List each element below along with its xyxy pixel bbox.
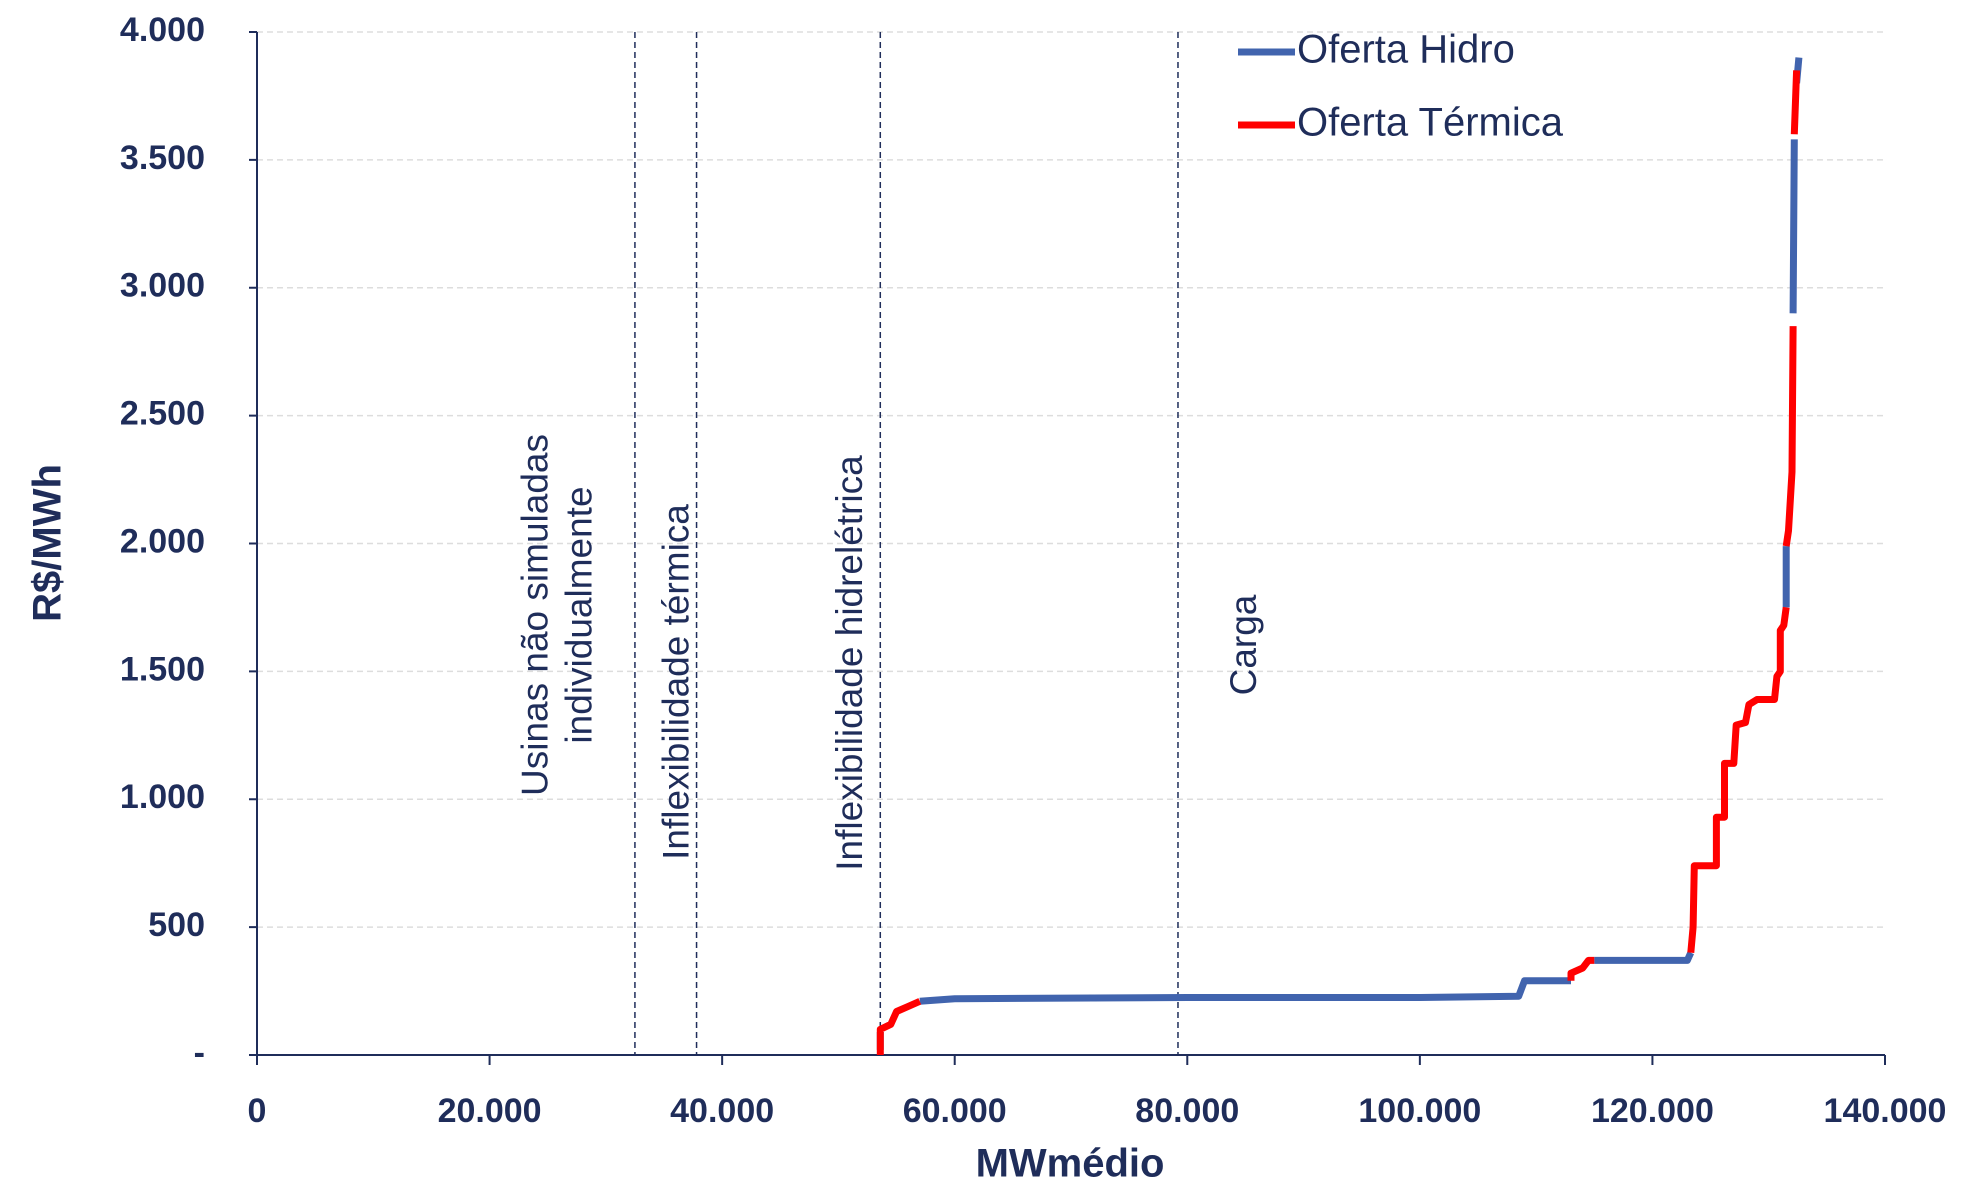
x-tick-label: 120.000 [1591, 1092, 1714, 1130]
legend-label: Oferta Hidro [1297, 28, 1515, 72]
x-tick-label: 40.000 [670, 1092, 774, 1130]
series-line [876, 70, 1801, 1055]
annotation-label: Inflexibilidade hidrelétrica [829, 455, 870, 871]
x-tick-label: 100.000 [1358, 1092, 1481, 1130]
x-tick-label: 20.000 [438, 1092, 542, 1130]
x-tick-label: 0 [248, 1092, 267, 1130]
x-axis-title: MWmédio [976, 1142, 1165, 1186]
y-tick-label: 500 [148, 906, 205, 944]
annotation-label: individualmente [559, 486, 600, 743]
annotation-label: Carga [1223, 594, 1264, 695]
y-tick-label: 1.500 [120, 650, 205, 688]
y-tick-label: - [194, 1034, 205, 1072]
y-tick-label: 2.500 [120, 395, 205, 433]
legend-label: Oferta Térmica [1297, 101, 1564, 145]
series-line [876, 57, 1803, 1050]
x-tick-label: 140.000 [1824, 1092, 1947, 1130]
annotation-label: Inflexibilidade térmica [655, 504, 696, 860]
y-tick-label: 3.000 [120, 267, 205, 305]
y-tick-label: 4.000 [120, 11, 205, 49]
x-tick-label: 80.000 [1135, 1092, 1239, 1130]
y-tick-label: 3.500 [120, 139, 205, 177]
y-tick-label: 2.000 [120, 522, 205, 560]
x-tick-label: 60.000 [903, 1092, 1007, 1130]
annotation-label: Usinas não simuladas [515, 434, 556, 796]
y-tick-label: 1.000 [120, 778, 205, 816]
y-axis-title: R$/MWh [26, 464, 70, 622]
